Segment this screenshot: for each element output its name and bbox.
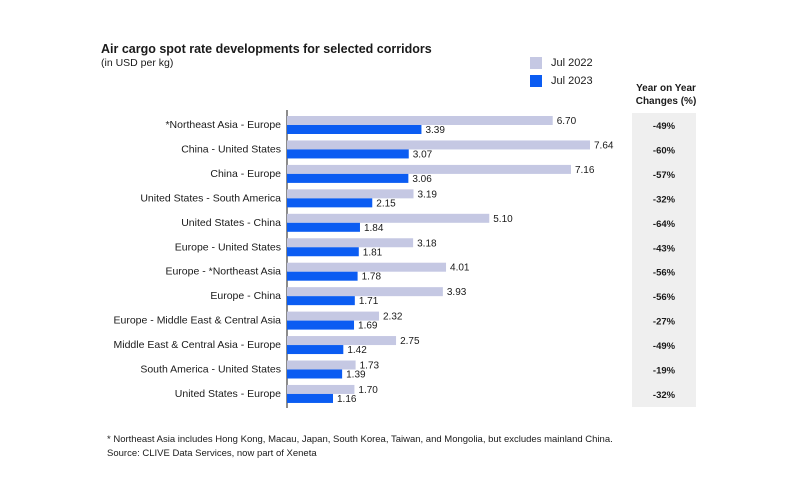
chart-title: Air cargo spot rate developments for sel… xyxy=(101,42,432,56)
data-label-jul-2023: 3.06 xyxy=(412,174,432,185)
data-label-jul-2022: 3.18 xyxy=(417,238,437,249)
bar-jul-2023 xyxy=(287,271,358,281)
yoy-change-value: -64% xyxy=(653,219,676,230)
chart-subtitle: (in USD per kg) xyxy=(101,57,174,69)
legend-label-jul-2023: Jul 2023 xyxy=(551,75,593,87)
category-label: Europe - United States xyxy=(175,241,281,253)
data-label-jul-2022: 5.10 xyxy=(493,214,513,225)
bar-jul-2022 xyxy=(287,238,414,248)
bar-jul-2023 xyxy=(287,198,373,208)
category-label: Middle East & Central Asia - Europe xyxy=(114,339,282,351)
data-label-jul-2022: 7.64 xyxy=(594,140,614,151)
bar-jul-2022 xyxy=(287,189,414,199)
data-label-jul-2022: 3.19 xyxy=(418,189,438,200)
legend-item-jul-2023: Jul 2023 xyxy=(530,75,593,87)
bar-jul-2023 xyxy=(287,173,409,183)
bar-jul-2023 xyxy=(287,296,355,306)
yoy-change-value: -49% xyxy=(653,341,676,352)
category-label: Europe - *Northeast Asia xyxy=(165,266,281,278)
yoy-change-value: -56% xyxy=(653,268,676,279)
category-label: *Northeast Asia - Europe xyxy=(165,119,281,131)
yoy-change-value: -43% xyxy=(653,243,676,254)
bar-jul-2022 xyxy=(287,360,356,370)
bar-jul-2022 xyxy=(287,140,590,150)
data-label-jul-2023: 1.16 xyxy=(337,394,357,405)
footnote-source: Source: CLIVE Data Services, now part of… xyxy=(107,448,317,459)
legend-swatch-jul-2023 xyxy=(530,75,542,87)
yoy-change-value: -57% xyxy=(653,170,676,181)
legend-item-jul-2022: Jul 2022 xyxy=(530,57,593,69)
data-label-jul-2023: 1.81 xyxy=(363,247,383,258)
legend-swatch-jul-2022 xyxy=(530,57,542,69)
bar-jul-2022 xyxy=(287,384,355,394)
data-label-jul-2022: 2.32 xyxy=(383,312,403,323)
data-label-jul-2022: 3.93 xyxy=(447,287,467,298)
data-label-jul-2022: 7.16 xyxy=(575,165,595,176)
yoy-panel xyxy=(632,113,696,407)
bar-jul-2023 xyxy=(287,149,409,159)
bar-jul-2023 xyxy=(287,222,360,232)
category-label: China - Europe xyxy=(210,168,281,180)
data-label-jul-2022: 1.70 xyxy=(358,385,378,396)
data-label-jul-2023: 1.39 xyxy=(346,370,366,381)
bar-jul-2022 xyxy=(287,262,447,272)
category-label: United States - China xyxy=(181,217,281,229)
bar-jul-2023 xyxy=(287,393,334,403)
yoy-change-value: -56% xyxy=(653,292,676,303)
data-label-jul-2023: 2.15 xyxy=(376,198,396,209)
category-label: United States - South America xyxy=(140,192,281,204)
yoy-change-value: -32% xyxy=(653,390,676,401)
data-label-jul-2022: 2.75 xyxy=(400,336,420,347)
category-label: South America - United States xyxy=(140,364,281,376)
category-label: Europe - Middle East & Central Asia xyxy=(114,315,282,327)
bar-jul-2023 xyxy=(287,125,422,134)
data-label-jul-2023: 1.71 xyxy=(359,296,379,307)
yoy-change-value: -49% xyxy=(653,121,676,132)
bar-jul-2023 xyxy=(287,369,343,379)
data-label-jul-2023: 1.69 xyxy=(358,321,378,332)
bar-jul-2022 xyxy=(287,311,380,321)
category-label: China - United States xyxy=(181,143,281,155)
data-label-jul-2023: 1.42 xyxy=(347,345,367,356)
yoy-change-value: -32% xyxy=(653,194,676,205)
bar-jul-2022 xyxy=(287,213,490,223)
bar-jul-2023 xyxy=(287,247,359,257)
bar-jul-2022 xyxy=(287,336,397,346)
bar-jul-2022 xyxy=(287,116,553,125)
data-label-jul-2023: 1.78 xyxy=(362,272,382,283)
data-label-jul-2023: 3.39 xyxy=(425,125,445,136)
category-label: Europe - China xyxy=(210,290,281,302)
yoy-header: Year on Year Changes (%) xyxy=(635,83,697,107)
data-label-jul-2023: 3.07 xyxy=(413,149,433,160)
legend-label-jul-2022: Jul 2022 xyxy=(551,57,593,69)
data-label-jul-2022: 4.01 xyxy=(450,263,470,274)
bar-jul-2023 xyxy=(287,320,355,330)
bar-jul-2022 xyxy=(287,164,571,174)
data-label-jul-2022: 6.70 xyxy=(557,116,577,127)
data-label-jul-2022: 1.73 xyxy=(360,361,380,372)
bar-jul-2023 xyxy=(287,345,344,355)
footnote-note: * Northeast Asia includes Hong Kong, Mac… xyxy=(107,434,613,445)
bar-jul-2022 xyxy=(287,287,443,297)
category-label: United States - Europe xyxy=(175,388,281,400)
yoy-change-value: -27% xyxy=(653,317,676,328)
yoy-change-value: -19% xyxy=(653,366,676,377)
data-label-jul-2023: 1.84 xyxy=(364,223,384,234)
yoy-change-value: -60% xyxy=(653,145,676,156)
